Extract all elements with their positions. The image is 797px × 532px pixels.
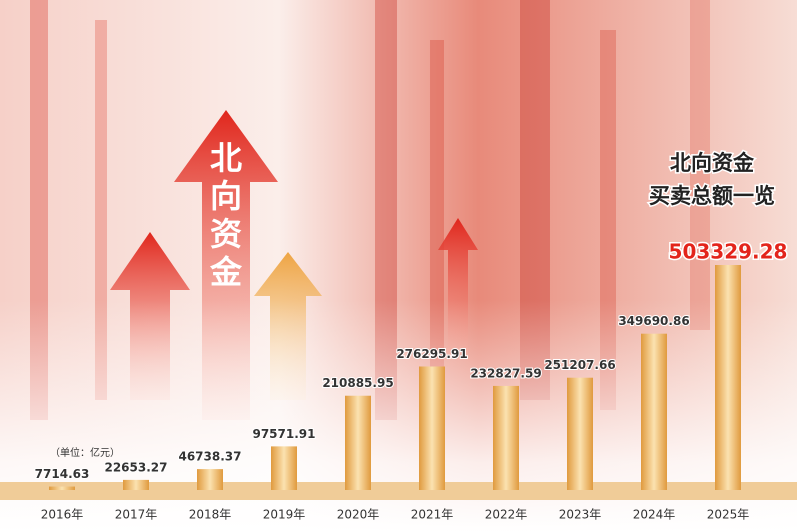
bar <box>49 486 75 490</box>
value-label: 232827.59 <box>470 366 541 380</box>
bar <box>715 265 741 490</box>
x-tick-label: 2023年 <box>559 508 602 522</box>
floor <box>0 482 797 500</box>
value-label: 251207.66 <box>544 358 615 372</box>
chart-title: 北向资金 <box>670 151 755 175</box>
value-label: 276295.91 <box>396 347 467 361</box>
bar <box>641 333 667 490</box>
x-tick-label: 2022年 <box>485 508 528 522</box>
value-label: 349690.86 <box>618 314 689 328</box>
value-label: 97571.91 <box>252 427 315 441</box>
x-tick-label: 2016年 <box>41 508 84 522</box>
badge-text: 金 <box>209 253 243 291</box>
x-tick-label: 2024年 <box>633 508 676 522</box>
decor-arrow <box>174 110 278 420</box>
badge-text: 向 <box>210 177 242 215</box>
badge-text: 北 <box>210 139 242 177</box>
x-tick-label: 2020年 <box>337 508 380 522</box>
value-label: 210885.95 <box>322 376 393 390</box>
x-tick-label: 2018年 <box>189 508 232 522</box>
bar <box>123 479 149 490</box>
bar <box>345 395 371 490</box>
badge: 北向资金 <box>209 139 243 291</box>
bar <box>419 366 445 490</box>
x-tick-label: 2021年 <box>411 508 454 522</box>
value-label: 46738.37 <box>178 450 241 464</box>
unit-label: （单位：亿元） <box>50 446 120 459</box>
value-label: 22653.27 <box>104 460 167 474</box>
bar <box>567 377 593 490</box>
chart-title: 买卖总额一览 <box>649 184 775 208</box>
x-tick-label: 2025年 <box>707 508 750 522</box>
bar <box>493 385 519 490</box>
x-tick-label: 2017年 <box>115 508 158 522</box>
x-tick-label: 2019年 <box>263 508 306 522</box>
bar <box>197 469 223 490</box>
badge-text: 资 <box>210 215 242 253</box>
value-label: 503329.28 <box>669 240 788 264</box>
value-label: 7714.63 <box>35 467 90 481</box>
bar <box>271 446 297 490</box>
